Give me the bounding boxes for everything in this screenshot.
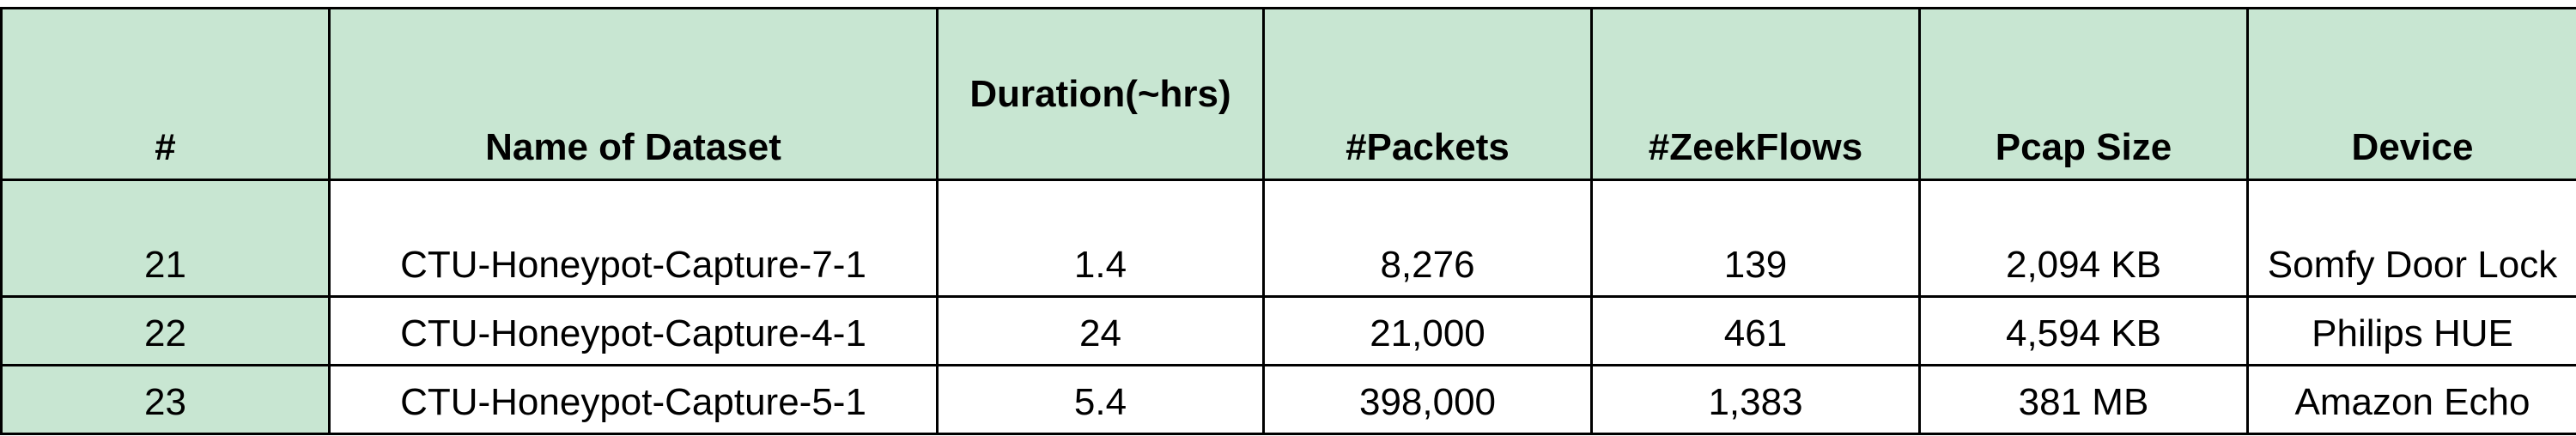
- header-zeek-flows: #ZeekFlows: [1590, 7, 1921, 181]
- dataset-table-container: # Name of Dataset Duration(~hrs) #Packet…: [0, 7, 2576, 435]
- cell-duration: 1.4: [936, 179, 1265, 298]
- header-duration: Duration(~hrs): [936, 7, 1265, 181]
- cell-dataset-name: CTU-Honeypot-Capture-5-1: [328, 364, 939, 435]
- cell-pcap-size: 381 MB: [1918, 364, 2249, 435]
- cell-zeek-flows: 139: [1590, 179, 1921, 298]
- cell-dataset-name: CTU-Honeypot-Capture-7-1: [328, 179, 939, 298]
- cell-zeek-flows: 461: [1590, 295, 1921, 366]
- cell-index: 21: [0, 179, 331, 298]
- cell-index: 22: [0, 295, 331, 366]
- cell-packets: 398,000: [1262, 364, 1593, 435]
- cell-dataset-name: CTU-Honeypot-Capture-4-1: [328, 295, 939, 366]
- dataset-table: # Name of Dataset Duration(~hrs) #Packet…: [0, 7, 2576, 435]
- cell-duration: 5.4: [936, 364, 1265, 435]
- cell-zeek-flows: 1,383: [1590, 364, 1921, 435]
- cell-device: Somfy Door Lock: [2246, 179, 2576, 298]
- cell-device: Amazon Echo: [2246, 364, 2576, 435]
- header-row: # Name of Dataset Duration(~hrs) #Packet…: [0, 7, 2576, 181]
- header-device: Device: [2246, 7, 2576, 181]
- header-dataset-name: Name of Dataset: [328, 7, 939, 181]
- header-packets: #Packets: [1262, 7, 1593, 181]
- table-row: 23 CTU-Honeypot-Capture-5-1 5.4 398,000 …: [0, 364, 2576, 435]
- header-pcap-size: Pcap Size: [1918, 7, 2249, 181]
- cell-pcap-size: 4,594 KB: [1918, 295, 2249, 366]
- cell-index: 23: [0, 364, 331, 435]
- table-row: 22 CTU-Honeypot-Capture-4-1 24 21,000 46…: [0, 295, 2576, 366]
- cell-pcap-size: 2,094 KB: [1918, 179, 2249, 298]
- table-row: 21 CTU-Honeypot-Capture-7-1 1.4 8,276 13…: [0, 179, 2576, 298]
- cell-duration: 24: [936, 295, 1265, 366]
- header-index: #: [0, 7, 331, 181]
- cell-device: Philips HUE: [2246, 295, 2576, 366]
- cell-packets: 8,276: [1262, 179, 1593, 298]
- cell-packets: 21,000: [1262, 295, 1593, 366]
